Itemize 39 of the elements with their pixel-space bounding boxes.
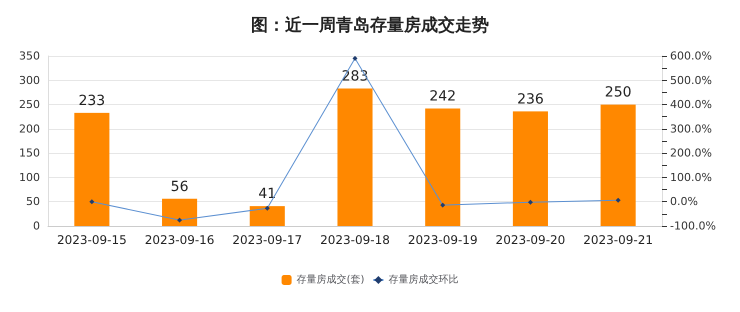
y2-tick-label: 500.0% (670, 74, 712, 87)
data-label: 233 (78, 92, 106, 109)
x-tick-label: 2023-09-20 (496, 233, 566, 247)
bar (600, 104, 636, 226)
x-tick-label: 2023-09-17 (232, 233, 302, 247)
y-tick-label: 250 (19, 98, 40, 112)
bar (337, 88, 373, 226)
y-tick-label: 100 (19, 170, 40, 184)
y-tick-label: 350 (19, 50, 40, 62)
legend-label: 存量房成交环比 (388, 274, 458, 286)
y2-tick-label: 600.0% (670, 50, 712, 62)
y-tick-label: 0 (33, 220, 40, 232)
y2-tick-label: 100.0% (670, 170, 712, 184)
bar (512, 111, 548, 226)
bar (425, 108, 460, 226)
y2-tick-label: 400.0% (670, 98, 712, 112)
y-tick-label: 200 (19, 122, 40, 136)
bar (162, 198, 198, 226)
bar (74, 112, 110, 226)
data-label: 236 (517, 91, 544, 108)
y2-tick-label: 200.0% (670, 146, 712, 160)
x-tick-label: 2023-09-18 (320, 233, 390, 247)
data-label: 56 (170, 178, 189, 195)
y-tick-label: 300 (19, 74, 40, 87)
y2-tick-label: -100.0% (670, 220, 716, 232)
x-tick-label: 2023-09-19 (408, 233, 478, 247)
data-label: 41 (258, 186, 276, 202)
data-label: 250 (604, 84, 632, 101)
y2-tick-label: 300.0% (670, 122, 712, 136)
data-label: 242 (429, 88, 456, 104)
bar (250, 206, 285, 226)
x-tick-label: 2023-09-16 (144, 233, 214, 247)
x-tick-label: 2023-09-15 (56, 233, 127, 247)
chart-title: 图：近一周青岛存量房成交走势 (251, 16, 489, 36)
y-tick-label: 50 (26, 195, 40, 208)
y2-tick-label: 0.0% (670, 195, 698, 208)
y-tick-label: 150 (19, 146, 40, 160)
x-tick-label: 2023-09-21 (583, 233, 654, 247)
legend-label: 存量房成交(套) (296, 274, 364, 286)
